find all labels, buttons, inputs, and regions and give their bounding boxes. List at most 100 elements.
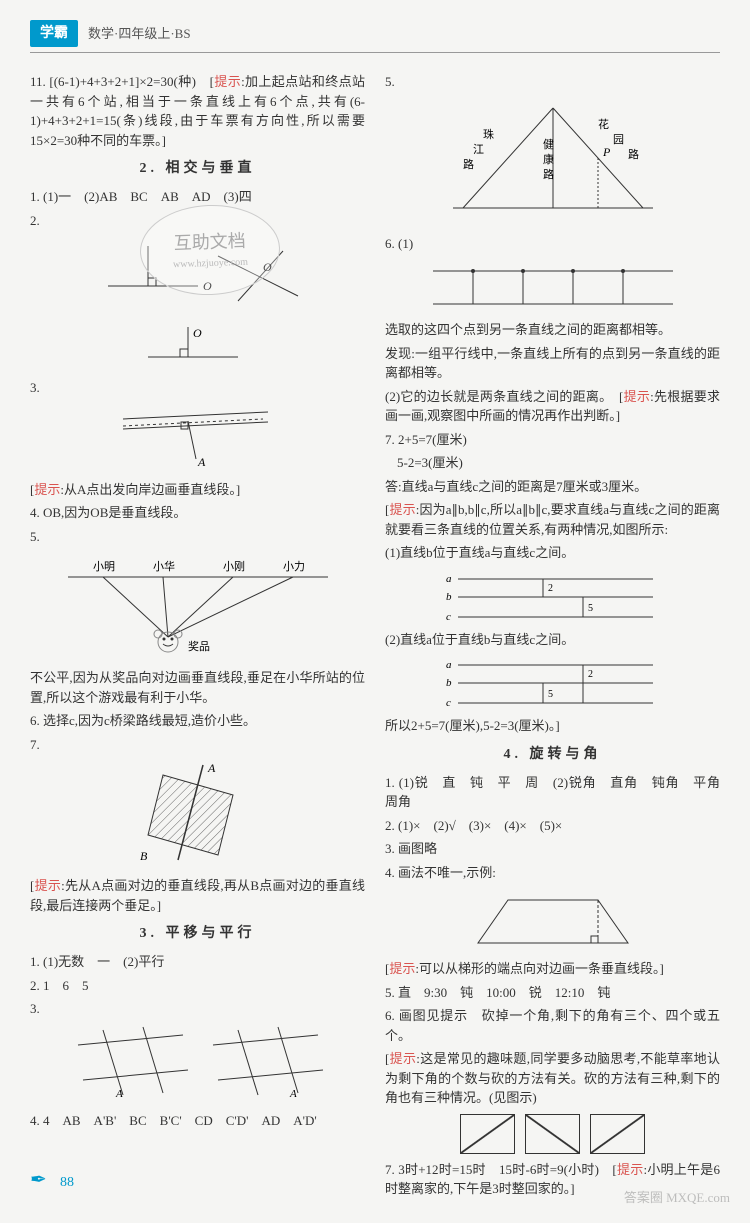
- svg-text:花: 花: [598, 118, 609, 131]
- r-q7-ans: 答:直线a与直线c之间的距离是7厘米或3厘米。: [385, 477, 720, 497]
- svg-text:小力: 小力: [283, 560, 305, 573]
- r-q6-t1: 选取的这四个点到另一条直线之间的距离都相等。: [385, 320, 720, 340]
- q11-text: 11. [(6-1)+4+3+2+1]×2=30(种) [提示:加上起点站和终点…: [30, 72, 365, 150]
- prize-svg: 小明 小华 小刚 小力 奖品: [58, 552, 338, 662]
- svg-text:路: 路: [543, 168, 554, 181]
- s3-q3: 3.: [30, 999, 365, 1019]
- square-3: [590, 1114, 645, 1154]
- svg-text:2: 2: [548, 583, 553, 594]
- r-q6-t2: 发现:一组平行线中,一条直线上所有的点到另一条直线的距离都相等。: [385, 344, 720, 383]
- svg-text:奖品: 奖品: [188, 639, 210, 653]
- s3-q4: 4. 4 AB A'B' BC B'C' CD C'D' AD A'D': [30, 1111, 365, 1131]
- svg-text:c: c: [446, 697, 451, 709]
- s2-q7-hint: [提示:先从A点画对边的垂直线段,再从B点画对边的垂直线段,最后连接两个垂足。]: [30, 876, 365, 915]
- s2-q4: 4. OB,因为OB是垂直线段。: [30, 503, 365, 523]
- perp-svg-2: O: [138, 322, 258, 372]
- s4-q1: 1. (1)锐 直 钝 平 周 (2)锐角 直角 钝角 平角 周角: [385, 773, 720, 812]
- r-q7-c1: (1)直线b位于直线a与直线c之间。: [385, 543, 720, 563]
- svg-text:路: 路: [463, 158, 474, 171]
- svg-text:小明: 小明: [93, 560, 115, 573]
- parallel-diagram: A A: [30, 1025, 365, 1105]
- river-diagram: A: [30, 404, 365, 474]
- perpendicular-diagram-2: O: [30, 322, 365, 372]
- prize-diagram: 小明 小华 小刚 小力 奖品: [30, 552, 365, 662]
- svg-text:小华: 小华: [153, 559, 175, 573]
- svg-text:b: b: [446, 591, 452, 603]
- parallel-dist-diagram: [385, 259, 720, 314]
- svg-text:珠: 珠: [483, 127, 494, 141]
- r-q6-t3: (2)它的边长就是两条直线之间的距离。 [提示:先根据要求画一画,观察图中所画的…: [385, 387, 720, 426]
- svg-text:2: 2: [588, 669, 593, 680]
- trap-svg: [463, 888, 643, 953]
- r-q7-c2: (2)直线a位于直线b与直线c之间。: [385, 630, 720, 650]
- r-q7-final: 所以2+5=7(厘米),5-2=3(厘米)。]: [385, 716, 720, 736]
- lines1-svg: a b c 2 5: [443, 569, 663, 624]
- lines2-svg: a b c 5 2: [443, 655, 663, 710]
- river-svg: A: [118, 404, 278, 474]
- s4-q5: 5. 直 9:30 钝 10:00 锐 12:10 钝: [385, 983, 720, 1003]
- trapezoid-diagram: [385, 888, 720, 953]
- r-q7-calc2: 5-2=3(厘米): [385, 453, 720, 473]
- svg-text:a: a: [446, 659, 452, 671]
- s2-q7: 7.: [30, 735, 365, 755]
- r-q7-hint: [提示:因为a∥b,b∥c,所以a∥b∥c,要求直线a与直线c之间的距离就要看三…: [385, 500, 720, 539]
- s4-q4: 4. 画法不唯一,示例:: [385, 863, 720, 883]
- hatched-svg: A B: [138, 760, 258, 870]
- page-header: 学霸 数学·四年级上·BS: [30, 20, 720, 53]
- s2-q5: 5.: [30, 527, 365, 547]
- logo-badge: 学霸: [30, 20, 78, 47]
- section-3-title: 3. 平移与平行: [30, 923, 365, 944]
- svg-text:康: 康: [543, 152, 554, 166]
- s2-q1: 1. (1)一 (2)AB BC AB AD (3)四: [30, 187, 365, 207]
- r-q5: 5.: [385, 72, 720, 92]
- s3-q2: 2. 1 6 5: [30, 976, 365, 996]
- svg-text:P: P: [602, 145, 611, 159]
- right-column: 5. 珠 江 路 花 园 路 健 康 路 P: [385, 68, 720, 1203]
- roads-diagram: 珠 江 路 花 园 路 健 康 路 P: [385, 98, 720, 228]
- s2-q3: 3.: [30, 378, 365, 398]
- s2-q6: 6. 选择c,因为c桥梁路线最短,造价小些。: [30, 711, 365, 731]
- svg-text:园: 园: [613, 133, 624, 146]
- svg-text:A: A: [115, 1088, 123, 1100]
- s3-q1: 1. (1)无数 一 (2)平行: [30, 952, 365, 972]
- svg-text:c: c: [446, 611, 451, 623]
- content-columns: 11. [(6-1)+4+3+2+1]×2=30(种) [提示:加上起点站和终点…: [30, 68, 720, 1203]
- square-1: [460, 1114, 515, 1154]
- svg-text:5: 5: [548, 689, 553, 700]
- pdist-svg: [423, 259, 683, 314]
- svg-text:A: A: [197, 455, 206, 469]
- s2-q5-text: 不公平,因为从奖品向对边画垂直线段,垂足在小华所站的位置,所以这个游戏最有利于小…: [30, 668, 365, 707]
- roads-svg: 珠 江 路 花 园 路 健 康 路 P: [443, 98, 663, 228]
- svg-text:a: a: [446, 573, 452, 585]
- svg-text:A: A: [289, 1088, 297, 1100]
- lines-diagram-2: a b c 5 2: [385, 655, 720, 710]
- lines-diagram-1: a b c 2 5: [385, 569, 720, 624]
- svg-text:O: O: [193, 326, 202, 340]
- hatched-diagram: A B: [30, 760, 365, 870]
- page-number: 88: [60, 1172, 74, 1193]
- s4-q4-hint: [提示:可以从梯形的端点向对边画一条垂直线段。]: [385, 959, 720, 979]
- watermark-url: www.hzjuoye.com: [173, 255, 248, 273]
- footer-watermark: 答案圈 MXQE.com: [624, 1188, 730, 1208]
- svg-text:A: A: [207, 761, 216, 775]
- parallel-svg: A A: [68, 1025, 328, 1105]
- svg-text:B: B: [140, 849, 148, 863]
- r-q7-calc: 7. 2+5=7(厘米): [385, 430, 720, 450]
- watermark-main: 互助文档: [173, 228, 246, 257]
- cut-squares: [385, 1114, 720, 1154]
- svg-text:江: 江: [473, 143, 484, 156]
- svg-text:小刚: 小刚: [223, 560, 245, 573]
- section-4-title: 4. 旋转与角: [385, 744, 720, 765]
- svg-text:b: b: [446, 677, 452, 689]
- subject-label: 数学·四年级上·BS: [88, 24, 191, 44]
- s4-q6: 6. 画图见提示 砍掉一个角,剩下的角有三个、四个或五个。: [385, 1006, 720, 1045]
- svg-text:5: 5: [588, 603, 593, 614]
- feather-icon: ✒: [30, 1165, 47, 1195]
- r-q6: 6. (1): [385, 234, 720, 254]
- square-2: [525, 1114, 580, 1154]
- s4-q6-hint: [提示:这是常见的趣味题,同学要多动脑思考,不能草率地认为剩下角的个数与砍的方法…: [385, 1049, 720, 1108]
- section-2-title: 2. 相交与垂直: [30, 158, 365, 179]
- svg-text:健: 健: [543, 138, 554, 151]
- s4-q3: 3. 画图略: [385, 839, 720, 859]
- s4-q2: 2. (1)× (2)√ (3)× (4)× (5)×: [385, 816, 720, 836]
